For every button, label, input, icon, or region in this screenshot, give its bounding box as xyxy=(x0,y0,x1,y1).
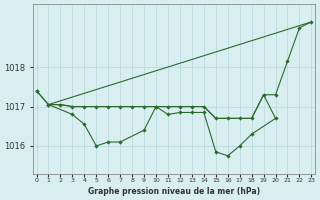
X-axis label: Graphe pression niveau de la mer (hPa): Graphe pression niveau de la mer (hPa) xyxy=(88,187,260,196)
